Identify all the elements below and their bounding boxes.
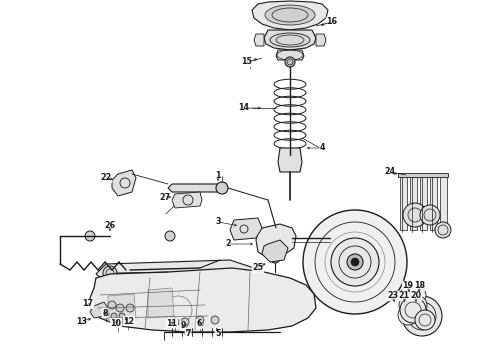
Polygon shape — [168, 184, 222, 192]
Text: 15: 15 — [242, 58, 252, 67]
Circle shape — [165, 231, 175, 241]
Text: 13: 13 — [76, 316, 88, 325]
Polygon shape — [410, 175, 417, 230]
Circle shape — [409, 296, 427, 314]
Circle shape — [119, 313, 125, 319]
Circle shape — [414, 308, 430, 324]
Text: 5: 5 — [215, 328, 221, 338]
Polygon shape — [400, 175, 407, 230]
Circle shape — [216, 182, 228, 194]
Circle shape — [211, 316, 219, 324]
Circle shape — [196, 316, 204, 324]
Circle shape — [125, 319, 131, 325]
Polygon shape — [112, 170, 136, 196]
Text: 19: 19 — [402, 282, 414, 291]
Polygon shape — [230, 218, 262, 240]
Circle shape — [351, 258, 359, 266]
Circle shape — [403, 203, 427, 227]
Text: 1: 1 — [215, 171, 221, 180]
Circle shape — [410, 287, 426, 303]
Circle shape — [285, 57, 295, 67]
Polygon shape — [108, 294, 136, 320]
Circle shape — [111, 313, 117, 319]
Circle shape — [399, 296, 417, 314]
Circle shape — [303, 210, 407, 314]
Text: 17: 17 — [82, 300, 94, 309]
Circle shape — [171, 318, 179, 326]
Ellipse shape — [270, 33, 310, 47]
Text: 22: 22 — [100, 174, 112, 183]
Circle shape — [116, 304, 124, 312]
Polygon shape — [398, 173, 448, 177]
Text: 12: 12 — [123, 316, 135, 325]
Circle shape — [115, 321, 121, 327]
Text: 23: 23 — [388, 292, 398, 301]
Polygon shape — [256, 224, 296, 258]
Polygon shape — [254, 34, 264, 46]
Text: 3: 3 — [215, 217, 221, 226]
Circle shape — [347, 254, 363, 270]
Circle shape — [270, 253, 280, 263]
Text: 24: 24 — [385, 167, 395, 176]
Text: 11: 11 — [167, 319, 177, 328]
Polygon shape — [440, 175, 447, 230]
Text: 2: 2 — [225, 239, 231, 248]
Circle shape — [96, 304, 104, 312]
Polygon shape — [316, 34, 326, 46]
Circle shape — [398, 305, 418, 325]
Text: 10: 10 — [111, 319, 122, 328]
Circle shape — [420, 205, 440, 225]
Circle shape — [108, 301, 116, 309]
Circle shape — [400, 297, 426, 323]
Circle shape — [181, 318, 189, 326]
Text: 6: 6 — [196, 320, 202, 328]
Circle shape — [103, 266, 117, 280]
Circle shape — [415, 310, 435, 330]
Text: 27: 27 — [159, 194, 171, 202]
Circle shape — [85, 231, 95, 241]
Polygon shape — [278, 148, 302, 172]
Polygon shape — [90, 302, 108, 318]
Circle shape — [400, 287, 416, 303]
Text: 9: 9 — [180, 321, 186, 330]
Circle shape — [197, 321, 203, 327]
Text: 14: 14 — [239, 104, 249, 112]
Polygon shape — [262, 240, 288, 262]
Text: 8: 8 — [102, 309, 108, 318]
Polygon shape — [90, 268, 316, 332]
Polygon shape — [430, 175, 437, 230]
Polygon shape — [252, 1, 328, 30]
Circle shape — [402, 296, 442, 336]
Circle shape — [435, 222, 451, 238]
Polygon shape — [96, 260, 260, 286]
Polygon shape — [148, 288, 174, 318]
Text: 20: 20 — [411, 292, 421, 301]
Text: 21: 21 — [398, 292, 410, 301]
Text: 16: 16 — [326, 18, 338, 27]
Ellipse shape — [265, 5, 315, 25]
Polygon shape — [264, 30, 316, 50]
Polygon shape — [172, 192, 202, 208]
Polygon shape — [276, 50, 304, 60]
Polygon shape — [420, 175, 427, 230]
Text: 4: 4 — [319, 144, 325, 153]
Text: 18: 18 — [415, 282, 425, 291]
Circle shape — [331, 238, 379, 286]
Circle shape — [103, 311, 109, 317]
Text: 7: 7 — [185, 328, 191, 338]
Text: 26: 26 — [104, 221, 116, 230]
Circle shape — [126, 304, 134, 312]
Text: 25: 25 — [252, 264, 264, 273]
Circle shape — [172, 321, 178, 327]
Circle shape — [181, 323, 187, 329]
